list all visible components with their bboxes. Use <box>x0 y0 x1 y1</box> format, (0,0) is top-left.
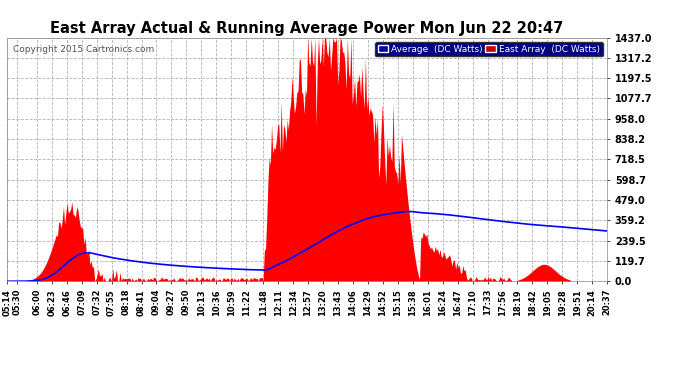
Legend: Average  (DC Watts), East Array  (DC Watts): Average (DC Watts), East Array (DC Watts… <box>375 42 602 56</box>
Title: East Array Actual & Running Average Power Mon Jun 22 20:47: East Array Actual & Running Average Powe… <box>50 21 564 36</box>
Text: Copyright 2015 Cartronics.com: Copyright 2015 Cartronics.com <box>13 45 154 54</box>
